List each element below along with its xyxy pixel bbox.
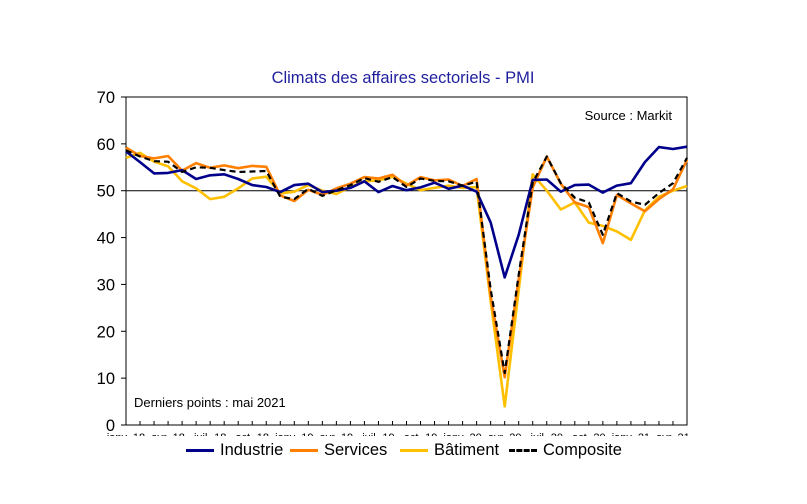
chart-title: Climats des affaires sectoriels - PMI [272, 69, 535, 87]
chart: Climats des affaires sectoriels - PMI 0 1… [97, 69, 690, 436]
x-tick-label: juil.-18 [193, 432, 226, 436]
x-tick-label: janv.-20 [442, 432, 481, 436]
legend-swatch-industrie [186, 448, 214, 452]
y-tick-label: 0 [106, 417, 115, 435]
x-tick-label: avr.-21 [656, 432, 690, 436]
legend-item-industrie: Industrie [186, 438, 283, 462]
legend-item-batiment: Bâtiment [400, 438, 499, 462]
y-tick-label: 50 [97, 183, 115, 201]
plot-area-frame [125, 96, 688, 426]
y-tick-label: 20 [97, 323, 115, 341]
series-line-batiment [125, 151, 688, 408]
legend-item-services: Services [290, 438, 387, 462]
x-tick-label: janv.-18 [106, 432, 145, 436]
series-line-services [125, 146, 689, 379]
x-tick-label: oct.-19 [404, 432, 438, 436]
legend-swatch-composite [509, 448, 537, 452]
x-tick-label: juil.-20 [530, 432, 563, 436]
legend-label-composite: Composite [543, 440, 622, 459]
legend-label-services: Services [324, 440, 388, 459]
y-tick-label: 30 [97, 276, 115, 294]
series-line-composite [125, 149, 688, 375]
x-tick-label: oct.-18 [235, 432, 269, 436]
series-line-industrie [125, 145, 688, 279]
legend-item-composite: Composite [509, 438, 622, 462]
x-tick-label: avr.-19 [320, 432, 354, 436]
x-axis: janv.-18 avr.-18 juil.-18 oct.-18 janv.-19 av… [106, 421, 690, 436]
last-points-note: Derniers points : mai 2021 [134, 395, 286, 410]
x-tick-label: avr.-18 [151, 432, 185, 436]
legend-swatch-services [290, 448, 318, 452]
legend-label-batiment: Bâtiment [434, 440, 500, 459]
y-tick-label: 10 [97, 370, 115, 388]
x-tick-label: avr.-20 [488, 432, 522, 436]
y-tick-label: 40 [97, 230, 115, 248]
y-tick-label: 70 [97, 89, 115, 107]
y-axis: 0 10 20 30 40 50 60 70 [97, 89, 126, 435]
x-tick-label: juil.-19 [361, 432, 394, 436]
y-tick-label: 60 [97, 136, 115, 154]
source-note: Source : Markit [585, 108, 673, 123]
x-tick-label: janv.-21 [611, 432, 650, 436]
series-lines [125, 145, 689, 408]
legend: Industrie Services Bâtiment Composite [0, 438, 807, 462]
x-tick-label: oct.-20 [572, 432, 606, 436]
legend-label-industrie: Industrie [220, 440, 284, 459]
legend-swatch-batiment [400, 448, 428, 452]
x-tick-label: janv.-19 [274, 432, 313, 436]
